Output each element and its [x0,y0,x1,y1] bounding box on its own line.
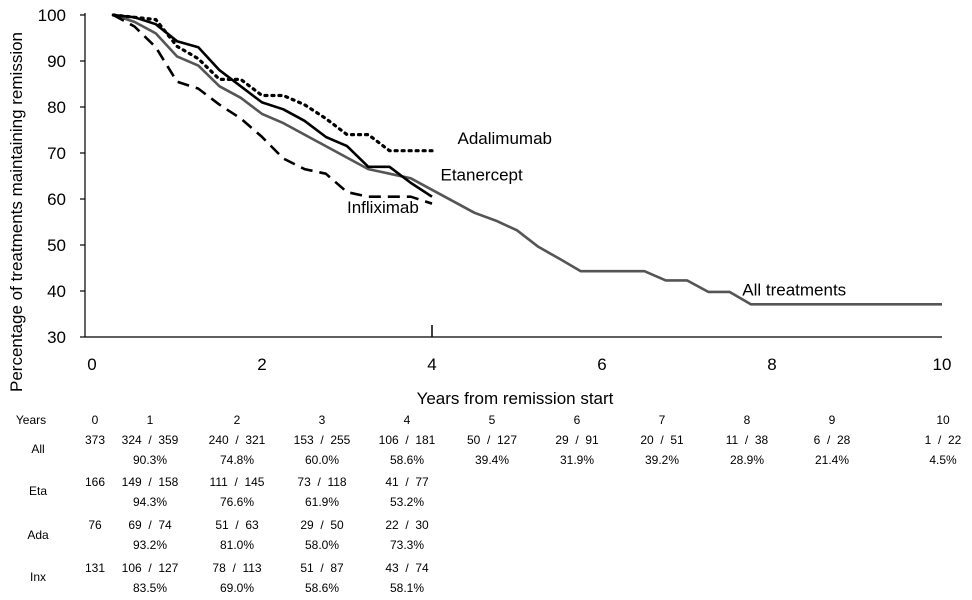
table-count-cell: 29 / 91 [555,433,599,447]
table-year-header: 4 [404,413,411,427]
table-percent-cell: 58.0% [305,538,339,552]
table-header-label: Years [16,413,46,427]
table-percent-cell: 31.9% [560,453,594,467]
table-count-cell: 50 / 127 [467,433,517,447]
table-count-cell: 73 / 118 [297,475,346,489]
table-count-cell: 22 / 30 [385,518,429,532]
x-tick-label: 2 [257,355,266,374]
table-count-cell: 149 / 158 [122,475,179,489]
table-count-cell: 29 / 50 [300,518,344,532]
y-tick-label: 50 [47,236,66,255]
table-count-cell: 373 [85,433,105,447]
y-tick-label: 70 [47,144,66,163]
table-percent-cell: 58.6% [305,581,339,595]
table-count-cell: 51 / 63 [215,518,259,532]
table-count-cell: 11 / 38 [726,433,769,447]
table-count-cell: 240 / 321 [209,433,266,447]
table-percent-cell: 53.2% [390,495,424,509]
table-row-label: Ada [27,528,49,542]
table-count-cell: 51 / 87 [300,561,344,575]
table-count-cell: 106 / 181 [379,433,436,447]
table-count-cell: 78 / 113 [212,561,261,575]
table-percent-cell: 4.5% [929,453,957,467]
table-percent-cell: 39.4% [475,453,509,467]
table-count-cell: 111 / 145 [210,475,265,489]
table-percent-cell: 93.2% [133,538,167,552]
y-tick-label: 90 [47,52,66,71]
table-percent-cell: 39.2% [645,453,679,467]
table-percent-cell: 60.0% [305,453,339,467]
table-count-cell: 76 [88,518,102,532]
table-percent-cell: 76.6% [220,495,254,509]
table-year-header: 1 [147,413,154,427]
table-percent-cell: 90.3% [133,453,167,467]
table-count-cell: 69 / 74 [128,518,172,532]
table-year-header: 10 [936,413,950,427]
table-percent-cell: 94.3% [133,495,167,509]
table-count-cell: 166 [85,475,105,489]
table-year-header: 0 [92,413,99,427]
series-annotations: Adalimumab Etanercept Infliximab All treatm… [347,129,846,300]
table-percent-cell: 81.0% [220,538,254,552]
table-percent-cell: 61.9% [305,495,339,509]
series-line-adalimumab [111,13,434,153]
table-row-label: Inx [30,570,46,584]
table-row-label: All [31,442,44,456]
table-year-header: 8 [744,413,751,427]
table-percent-cell: 58.1% [390,581,424,595]
series-lines [111,13,942,306]
x-tick-label: 0 [87,355,96,374]
table-year-header: 2 [234,413,241,427]
table-percent-cell: 28.9% [730,453,764,467]
table-count-cell: 324 / 359 [122,433,179,447]
x-ticks: 0 2 4 6 8 10 [87,355,951,374]
table-count-cell: 1 / 22 [925,433,962,447]
series-line-etanercept [113,13,433,198]
table-year-header: 7 [659,413,666,427]
table-percent-cell: 73.3% [390,538,424,552]
annotation-adalimumab: Adalimumab [458,129,553,148]
table-count-cell: 43 / 74 [385,561,429,575]
x-tick-label: 4 [427,355,436,374]
table-row-label: Eta [29,484,47,498]
y-tick-label: 100 [38,6,66,25]
x-tick-label: 10 [933,355,952,374]
table-percent-cell: 21.4% [815,453,849,467]
y-ticks: 30 40 50 60 70 80 90 100 [38,6,85,347]
x-tick-label: 6 [597,355,606,374]
table-percent-cell: 74.8% [220,453,254,467]
table-count-cell: 131 [85,561,105,575]
axes: 30 40 50 60 70 80 90 100 0 2 4 6 8 10 [38,6,952,374]
series-line-all-treatments [112,13,942,306]
table-count-cell: 106 / 127 [122,561,179,575]
at-risk-table: Years 0 1 2 3 4 5 6 7 8 9 10 All 373 324 / 359 240 / 32… [16,413,962,595]
table-count-cell: 153 / 255 [294,433,351,447]
annotation-infliximab: Infliximab [347,198,419,217]
table-percent-cell: 83.5% [133,581,167,595]
table-count-cell: 6 / 28 [814,433,851,447]
x-tick-label: 8 [767,355,776,374]
table-year-header: 6 [574,413,581,427]
y-tick-label: 80 [47,98,66,117]
y-tick-label: 30 [47,328,66,347]
y-axis-title: Percentage of treatments maintaining rem… [7,32,26,392]
table-year-header: 9 [829,413,836,427]
table-percent-cell: 58.6% [390,453,424,467]
x-axis-title: Years from remission start [417,389,614,408]
table-count-cell: 41 / 77 [385,475,429,489]
table-year-header: 3 [319,413,326,427]
annotation-all-treatments: All treatments [742,281,846,300]
annotation-etanercept: Etanercept [441,166,523,185]
y-tick-label: 40 [47,282,66,301]
table-year-header: 5 [489,413,496,427]
y-tick-label: 60 [47,190,66,209]
table-percent-cell: 69.0% [220,581,254,595]
table-count-cell: 20 / 51 [640,433,684,447]
series-line-infliximab [112,13,433,205]
